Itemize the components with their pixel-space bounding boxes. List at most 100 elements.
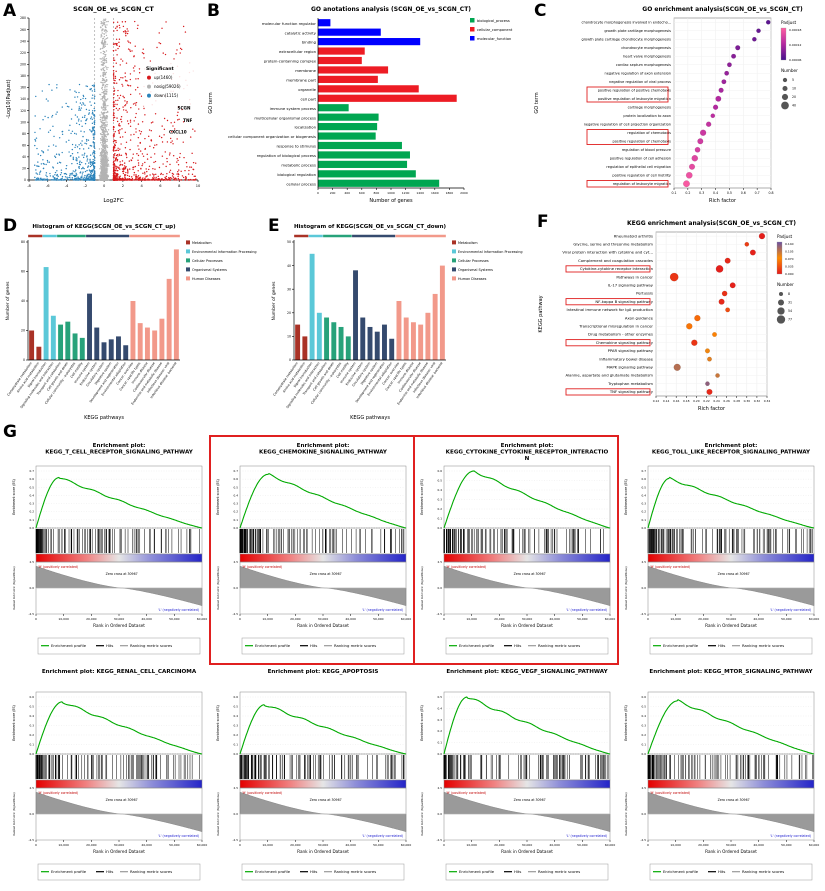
svg-text:1000: 1000 bbox=[387, 191, 395, 195]
svg-text:0.0: 0.0 bbox=[234, 526, 239, 530]
svg-text:Drug metabolism - other enzyme: Drug metabolism - other enzymes bbox=[588, 332, 653, 337]
svg-text:KEGG pathways: KEGG pathways bbox=[84, 415, 124, 421]
svg-text:up(1460): up(1460) bbox=[154, 75, 173, 80]
svg-text:0.2: 0.2 bbox=[30, 510, 35, 514]
panel-label-f: F bbox=[537, 212, 549, 232]
svg-text:1400: 1400 bbox=[416, 191, 424, 195]
panel-label-c: C bbox=[534, 1, 547, 21]
svg-text:cartilage morphogenesis: cartilage morphogenesis bbox=[628, 105, 672, 109]
svg-text:0.00018: 0.00018 bbox=[789, 28, 801, 32]
svg-text:SCGN: SCGN bbox=[177, 105, 191, 110]
svg-text:GO enrichment analysis(SCGN_OE: GO enrichment analysis(SCGN_OE_vs_SCGN_C… bbox=[642, 6, 803, 13]
svg-text:2.5: 2.5 bbox=[234, 560, 239, 564]
svg-text:molecular_function: molecular_function bbox=[477, 37, 511, 41]
svg-text:240: 240 bbox=[20, 39, 26, 43]
svg-text:2.5: 2.5 bbox=[30, 560, 35, 564]
svg-text:positive regulation of chemota: positive regulation of chemotaxis bbox=[613, 139, 672, 143]
svg-text:0.4: 0.4 bbox=[30, 714, 35, 718]
svg-text:160: 160 bbox=[20, 86, 26, 90]
svg-text:0.0: 0.0 bbox=[438, 526, 443, 530]
svg-text:20,000: 20,000 bbox=[698, 617, 709, 621]
svg-text:0.18: 0.18 bbox=[683, 399, 690, 403]
svg-text:0.6: 0.6 bbox=[234, 477, 239, 481]
svg-text:0.5: 0.5 bbox=[234, 485, 239, 489]
svg-text:2000: 2000 bbox=[460, 191, 468, 195]
svg-text:Complement and coagulation cas: Complement and coagulation cascades bbox=[578, 258, 653, 263]
svg-text:Alanine, aspartate and glutama: Alanine, aspartate and glutamate metabol… bbox=[565, 373, 653, 378]
gsea-plot-chemokine: Enrichment plot:KEGG_CHEMOKINE_SIGNALING… bbox=[216, 443, 411, 655]
gsea-plot-apoptosis: Enrichment plot: KEGG_APOPTOSIS 0.0 0.1 0.2… bbox=[216, 669, 411, 881]
svg-text:Ranking metric scores: Ranking metric scores bbox=[130, 869, 172, 874]
svg-text:60: 60 bbox=[22, 143, 26, 147]
svg-text:0.28: 0.28 bbox=[734, 399, 741, 403]
svg-text:Ranked list metric (Signal2Noi: Ranked list metric (Signal2Noise) bbox=[624, 566, 628, 609]
kegg-enrichment-dotplot: KEGG enrichment analysis(SCGN_OE_vs_SCGN… bbox=[538, 220, 796, 412]
svg-text:0.7: 0.7 bbox=[30, 469, 35, 473]
svg-text:Hits: Hits bbox=[310, 643, 317, 648]
svg-text:multicellular organismal proce: multicellular organismal process bbox=[254, 115, 316, 120]
svg-text:0.22: 0.22 bbox=[703, 399, 710, 403]
svg-text:20,000: 20,000 bbox=[290, 617, 301, 621]
svg-text:Enrichment score (ES): Enrichment score (ES) bbox=[12, 705, 16, 740]
svg-text:10,000: 10,000 bbox=[262, 617, 273, 621]
svg-text:TNF: TNF bbox=[183, 118, 192, 123]
svg-text:10,000: 10,000 bbox=[670, 617, 681, 621]
panel-label-b: B bbox=[207, 1, 220, 21]
svg-text:0.12: 0.12 bbox=[653, 399, 660, 403]
svg-text:Tryptophan metabolism: Tryptophan metabolism bbox=[607, 381, 653, 386]
svg-text:IL-17 signaling pathway: IL-17 signaling pathway bbox=[608, 283, 654, 288]
svg-text:Rank in Ordered Dataset: Rank in Ordered Dataset bbox=[501, 623, 553, 628]
svg-text:Enrichment plot:: Enrichment plot: bbox=[501, 443, 554, 449]
svg-text:molecular function regulator: molecular function regulator bbox=[262, 21, 317, 26]
svg-text:1600: 1600 bbox=[431, 191, 439, 195]
svg-text:Hits: Hits bbox=[718, 643, 725, 648]
svg-text:-2: -2 bbox=[84, 184, 88, 188]
svg-text:Enrichment plot: KEGG_APOPTOSI: Enrichment plot: KEGG_APOPTOSIS bbox=[268, 669, 379, 675]
svg-text:0.6: 0.6 bbox=[30, 477, 35, 481]
svg-text:20,000: 20,000 bbox=[494, 617, 505, 621]
svg-text:60,000: 60,000 bbox=[605, 617, 616, 621]
svg-text:KEGG enrichment analysis(SCGN_: KEGG enrichment analysis(SCGN_OE_vs_SCGN… bbox=[627, 220, 796, 227]
svg-text:0: 0 bbox=[317, 191, 319, 195]
svg-text:negative regulation of axon ex: negative regulation of axon extension bbox=[605, 71, 671, 75]
svg-text:Number: Number bbox=[777, 282, 794, 287]
svg-text:metabolic process: metabolic process bbox=[281, 163, 316, 168]
svg-text:0.5: 0.5 bbox=[727, 191, 732, 195]
svg-text:Glycine, serine and threonine: Glycine, serine and threonine metabolism bbox=[573, 242, 653, 247]
svg-text:120: 120 bbox=[20, 109, 26, 113]
svg-text:Hits: Hits bbox=[106, 869, 113, 874]
gsea-plot-mtor: Enrichment plot: KEGG_MTOR_SIGNALING_PAT… bbox=[624, 669, 819, 881]
svg-text:Enrichment score (ES): Enrichment score (ES) bbox=[624, 479, 628, 514]
svg-text:10,000: 10,000 bbox=[58, 617, 69, 621]
svg-text:negative regulation of cell pr: negative regulation of cell projection o… bbox=[584, 122, 671, 126]
svg-text:8: 8 bbox=[788, 292, 790, 296]
svg-text:20,000: 20,000 bbox=[86, 843, 97, 847]
svg-text:Enrichment profile: Enrichment profile bbox=[51, 643, 87, 648]
svg-text:0.0: 0.0 bbox=[642, 586, 647, 590]
svg-text:0: 0 bbox=[647, 617, 649, 621]
svg-text:'H' (positively correlated): 'H' (positively correlated) bbox=[242, 565, 282, 569]
svg-text:growth plate cartilage chondro: growth plate cartilage chondrocyte morph… bbox=[581, 37, 671, 41]
svg-text:KEGG pathways: KEGG pathways bbox=[350, 415, 390, 421]
svg-text:0.000: 0.000 bbox=[785, 272, 794, 276]
svg-text:Number: Number bbox=[781, 68, 798, 73]
svg-text:Chemokine signaling pathway: Chemokine signaling pathway bbox=[596, 340, 654, 345]
svg-text:0.4: 0.4 bbox=[234, 493, 239, 497]
svg-text:0.32: 0.32 bbox=[754, 399, 761, 403]
svg-text:60: 60 bbox=[21, 270, 25, 274]
svg-text:growth plate cartilage morphog: growth plate cartilage morphogenesis bbox=[604, 29, 671, 33]
svg-text:Intestinal immune network for: Intestinal immune network for IgA produc… bbox=[567, 307, 654, 312]
svg-text:0.7: 0.7 bbox=[755, 191, 760, 195]
kegg-up-histogram: Histogram of KEGG(SCGN_OE_vs_SCGN_CT_up)… bbox=[5, 224, 257, 421]
svg-text:regulation of leukocyte migrat: regulation of leukocyte migration bbox=[613, 182, 671, 186]
svg-text:50,000: 50,000 bbox=[577, 617, 588, 621]
svg-text:Hits: Hits bbox=[514, 643, 521, 648]
svg-text:2.5: 2.5 bbox=[642, 560, 647, 564]
svg-text:30,000: 30,000 bbox=[522, 617, 533, 621]
svg-text:'L' (negatively correlated): 'L' (negatively correlated) bbox=[158, 834, 199, 838]
svg-text:Enrichment plot:: Enrichment plot: bbox=[297, 443, 350, 449]
svg-text:0.2: 0.2 bbox=[234, 733, 239, 737]
svg-text:KEGG_CYTOKINE_CYTOKINE_RECEPTO: KEGG_CYTOKINE_CYTOKINE_RECEPTOR_INTERACT… bbox=[446, 450, 609, 456]
svg-text:0.24: 0.24 bbox=[713, 399, 720, 403]
svg-text:chondrocyte morphogenesis: chondrocyte morphogenesis bbox=[621, 46, 671, 50]
